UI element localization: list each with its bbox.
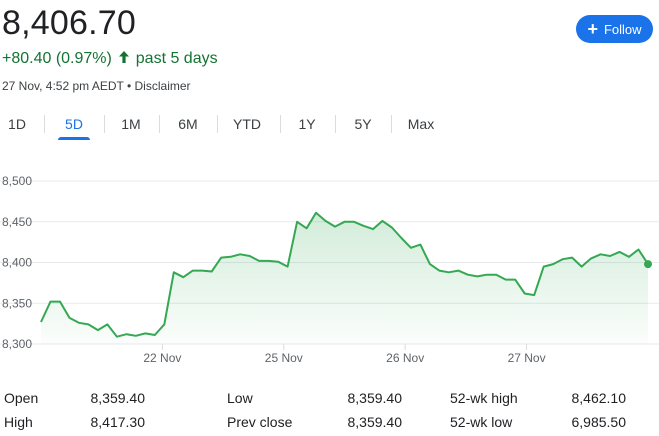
price-change: +80.40 (0.97%) past 5 days xyxy=(2,49,218,69)
change-value: +80.40 (0.97%) xyxy=(2,50,112,67)
plus-icon: + xyxy=(587,18,598,39)
follow-label: Follow xyxy=(603,21,642,37)
chart-end-point xyxy=(644,260,652,269)
stats-table: Open 8,359.40 High 8,417.30 Low 8,359.40… xyxy=(0,384,659,436)
tab-5y[interactable]: 5Y xyxy=(354,116,372,132)
tab-separator xyxy=(280,115,281,133)
tab-1y[interactable]: 1Y xyxy=(298,116,316,132)
tab-separator xyxy=(159,115,160,133)
high-value: 8,417.30 xyxy=(90,414,146,430)
prev-close-label: Prev close xyxy=(227,414,293,430)
tab-separator xyxy=(335,115,336,133)
wk52-low-label: 52-wk low xyxy=(450,414,513,430)
y-tick-label: 8,350 xyxy=(2,296,32,310)
x-tick-label: 25 Nov xyxy=(265,351,303,365)
change-period: past 5 days xyxy=(135,50,218,67)
tab-separator xyxy=(44,115,45,133)
tab-1d[interactable]: 1D xyxy=(8,116,26,132)
chart-line xyxy=(40,211,649,338)
tab-separator xyxy=(104,115,105,133)
arrow-up-icon xyxy=(119,51,130,63)
wk52-high-value: 8,462.10 xyxy=(571,390,627,406)
tab-separator xyxy=(217,115,218,133)
timestamp-line: 27 Nov, 4:52 pm AEDT • Disclaimer xyxy=(2,78,191,94)
stock-price: 8,406.70 xyxy=(2,4,136,42)
tab-1m[interactable]: 1M xyxy=(121,116,141,132)
chart-area xyxy=(41,212,648,344)
tab-6m[interactable]: 6M xyxy=(178,116,198,132)
y-tick-label: 8,400 xyxy=(2,256,32,270)
open-value: 8,359.40 xyxy=(90,390,146,406)
high-label: High xyxy=(4,414,33,430)
y-tick-label: 8,300 xyxy=(2,337,32,351)
timestamp: 27 Nov, 4:52 pm AEDT xyxy=(2,79,124,93)
open-label: Open xyxy=(4,390,39,406)
price-chart[interactable]: 8,500 8,450 8,400 8,350 8,300 22 Nov 25 Nov 26… xyxy=(0,160,659,370)
tab-separator xyxy=(391,115,392,133)
low-label: Low xyxy=(227,390,253,406)
wk52-low-value: 6,985.50 xyxy=(571,414,627,430)
prev-close-value: 8,359.40 xyxy=(347,414,403,430)
low-value: 8,359.40 xyxy=(347,390,403,406)
follow-button[interactable]: + Follow xyxy=(576,15,653,43)
meta-separator: • xyxy=(126,79,132,93)
tab-ytd[interactable]: YTD xyxy=(233,116,261,132)
x-tick-label: 26 Nov xyxy=(386,351,424,365)
y-tick-label: 8,500 xyxy=(2,174,32,188)
x-tick-label: 27 Nov xyxy=(508,351,546,365)
x-tick-label: 22 Nov xyxy=(143,351,181,365)
y-tick-label: 8,450 xyxy=(2,215,32,229)
wk52-high-label: 52-wk high xyxy=(450,390,518,406)
tab-max[interactable]: Max xyxy=(407,116,435,132)
disclaimer-link[interactable]: Disclaimer xyxy=(134,79,191,93)
tab-5d[interactable]: 5D xyxy=(57,110,91,138)
